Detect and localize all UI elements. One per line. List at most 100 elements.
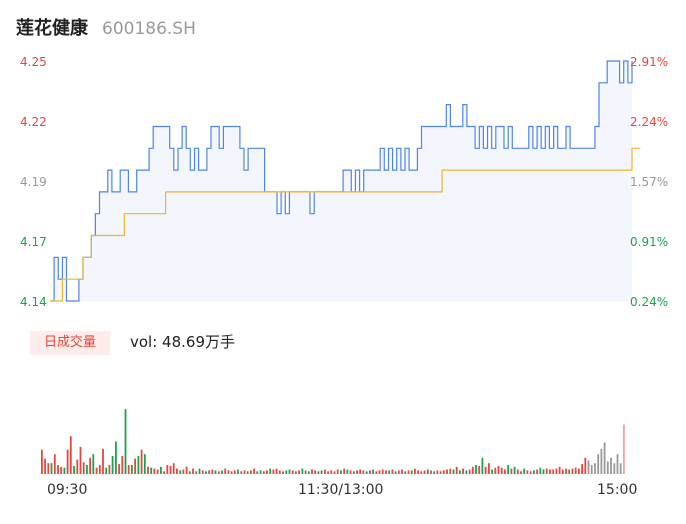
volume-bar [459,470,461,474]
volume-bar [307,471,310,474]
volume-bar [118,464,120,474]
volume-bar [134,458,136,474]
volume-bar [433,471,436,474]
volume-bar [600,448,603,474]
volume-bar [606,461,609,474]
stock-name: 莲花健康 [16,18,88,39]
volume-bar [356,470,358,474]
volume-bar [343,468,346,474]
volume-bar [298,470,300,474]
volume-bar [352,471,355,474]
y-right-tick-0: 2.91% [630,55,669,69]
volume-bar [250,470,252,474]
volume-bar [475,465,477,474]
price-area-fill [50,61,632,301]
volume-bar [317,471,320,474]
volume-bar [205,471,207,474]
volume-bar [359,469,362,474]
volume-bar [520,471,522,474]
price-lines [50,60,641,302]
volume-bar [391,469,394,474]
volume-bar [227,470,230,474]
volume-bar [211,469,214,474]
volume-bar [60,466,63,474]
volume-bar [581,464,583,474]
volume-bar [510,468,513,474]
volume-bar [63,467,66,474]
volume-bar [105,467,108,474]
volume-bar [127,465,130,474]
volume-bar [417,470,419,474]
volume-bar [372,469,374,474]
volume-bar [278,470,281,474]
volume-bar [555,468,558,474]
volume-bar [259,470,262,474]
volume-bar [124,409,127,474]
volume-bar [288,469,291,474]
y-right-tick-1: 2.24% [630,115,669,129]
volume-bar [291,470,294,474]
volume-label-badge: 日成交量 [30,331,110,355]
volume-bar [340,470,342,474]
volume-bar [590,465,593,474]
volume-bar [47,463,50,474]
volume-bar [324,469,326,474]
volume-bar [275,468,278,474]
x-tick-open: 09:30 [47,482,88,498]
volume-bar [426,469,429,474]
volume-bar [542,469,545,474]
volume-bar [533,470,535,474]
volume-bar [214,470,217,474]
volume-bar [385,470,387,474]
volume-bar [301,468,304,474]
volume-bar [57,465,59,474]
volume-bar [571,468,574,474]
volume-bar [536,469,538,474]
volume-bar [253,468,255,474]
volume-bar [182,469,185,474]
y-left-tick-1: 4.22 [20,115,47,129]
volume-bar [86,465,88,474]
volume-bar [140,449,143,474]
volume-bar [619,463,622,474]
y-left-tick-2: 4.19 [20,175,47,189]
volume-bar [478,465,481,474]
volume-bar [282,471,284,474]
volume-bar [381,469,384,474]
volume-bar [362,470,365,474]
volume-bar [449,468,452,474]
volume-bar [516,469,519,474]
volume-bar [98,465,101,474]
price-line [50,60,633,302]
volume-bar [565,468,567,474]
volume-bar [558,466,561,474]
volume-bar [172,463,175,474]
volume-bar [561,469,564,474]
volume-bar [407,470,410,474]
volume-bar [108,465,111,474]
volume-bar [410,470,413,474]
volume-bar [195,471,198,474]
price-area [50,61,632,301]
volume-bar [507,465,509,474]
volume-bar [121,456,124,474]
y-right-tick-3: 0.91% [630,235,669,249]
volume-bar [439,471,442,474]
volume-bar [79,447,82,474]
volume-bar [150,467,153,474]
volume-bars [41,409,625,474]
volume-bar [455,466,458,474]
y-left-tick-3: 4.17 [20,235,47,249]
volume-bar [73,465,75,474]
volume-bar [262,471,265,474]
volume-bar [153,468,156,474]
volume-bar [349,470,352,474]
volume-bar [610,457,612,474]
volume-bar [420,471,423,474]
volume-bar [552,469,555,474]
volume-bar [465,470,468,474]
volume-bar [578,468,580,474]
volume-bar [115,441,117,474]
volume-bar [436,470,439,474]
